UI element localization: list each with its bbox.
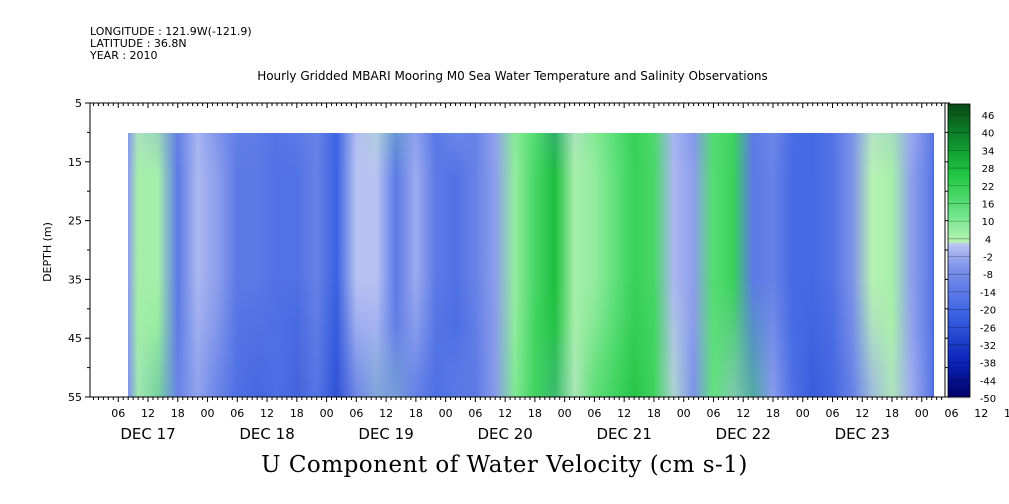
y-tick-label: 15	[68, 156, 82, 169]
velocity-layer-deep	[128, 133, 934, 397]
x-hour-label: 00	[201, 407, 215, 420]
x-hour-label: 18	[766, 407, 780, 420]
y-tick-label: 5	[75, 97, 82, 110]
x-hour-label: 00	[796, 407, 810, 420]
x-hour-label: 18	[290, 407, 304, 420]
x-hour-label: 12	[736, 407, 750, 420]
colorbar-label: -44	[980, 376, 996, 387]
x-day-label: DEC 22	[716, 425, 771, 443]
x-hour-label: 00	[439, 407, 453, 420]
colorbar-label: 34	[982, 146, 995, 157]
y-axis-label: DEPTH (m)	[41, 222, 54, 282]
colorbar-label: 22	[982, 182, 995, 193]
y-tick-label: 45	[68, 332, 82, 345]
plot-axes: 5 15 25 35 45 55 DEPTH (m) 06 12 18 00 06 12 18 00 06 12…	[41, 97, 1009, 443]
colorbar-label: -2	[983, 253, 993, 264]
x-hour-label: 06	[587, 407, 601, 420]
x-hour-label: 12	[260, 407, 274, 420]
x-day-label: DEC 17	[120, 425, 175, 443]
x-hour-label: 06	[349, 407, 363, 420]
year-text: YEAR : 2010	[90, 49, 158, 62]
x-hour-label: 00	[558, 407, 572, 420]
y-tick-label: 55	[68, 391, 82, 404]
longitude-text: LONGITUDE : 121.9W(-121.9)	[90, 25, 252, 38]
colorbar-label: 28	[982, 164, 995, 175]
x-day-label: DEC 21	[597, 425, 652, 443]
colorbar-label: -14	[980, 288, 996, 299]
x-hour-label: 00	[320, 407, 334, 420]
x-hour-label: 06	[468, 407, 482, 420]
colorbar: 46 40 34 28 22 16 10 4 -2 -8 -14 -20 -26 -32 -38 -44 -50	[947, 103, 996, 405]
x-hour-label: 12	[974, 407, 988, 420]
x-hour-label: 18	[885, 407, 899, 420]
colorbar-label: 40	[982, 129, 995, 140]
x-hour-label: 06	[826, 407, 840, 420]
colorbar-label: -20	[980, 306, 996, 317]
x-hour-label: 00	[915, 407, 929, 420]
colorbar-label: -26	[980, 323, 996, 334]
colorbar-label: 16	[982, 199, 995, 210]
x-hour-label: 12	[617, 407, 631, 420]
colorbar-label: -38	[980, 359, 996, 370]
x-hour-label: 12	[498, 407, 512, 420]
x-day-label: DEC 20	[477, 425, 532, 443]
colorbar-label: -8	[983, 270, 993, 281]
x-hour-label: 12	[379, 407, 393, 420]
x-hour-label: 18	[647, 407, 661, 420]
x-day-label: DEC 18	[239, 425, 294, 443]
x-hour-label: 06	[111, 407, 125, 420]
x-hour-label: 18	[171, 407, 185, 420]
variable-title: U Component of Water Velocity (cm s-1)	[261, 452, 748, 478]
colorbar-label: -50	[980, 394, 996, 405]
x-day-label: DEC 19	[358, 425, 413, 443]
x-hour-label: 12	[141, 407, 155, 420]
x-hour-label: 18	[409, 407, 423, 420]
colorbar-label: -32	[980, 341, 996, 352]
x-hour-label: 00	[677, 407, 691, 420]
chart-title: Hourly Gridded MBARI Mooring M0 Sea Wate…	[257, 69, 768, 83]
x-hour-label: 06	[230, 407, 244, 420]
x-hour-label: 06	[945, 407, 959, 420]
x-hour-label: 18	[528, 407, 542, 420]
colorbar-ramp	[947, 103, 971, 398]
velocity-field	[128, 133, 934, 397]
x-hour-label: 12	[855, 407, 869, 420]
colorbar-label: 46	[982, 111, 995, 122]
y-tick-label: 25	[68, 215, 82, 228]
x-hour-label: 06	[706, 407, 720, 420]
latitude-text: LATITUDE : 36.8N	[90, 37, 187, 50]
colorbar-label: 10	[982, 217, 995, 228]
y-tick-label: 35	[68, 273, 82, 286]
colorbar-label: 4	[985, 235, 991, 246]
x-hour-label: 18	[1004, 407, 1009, 420]
x-day-label: DEC 23	[835, 425, 890, 443]
